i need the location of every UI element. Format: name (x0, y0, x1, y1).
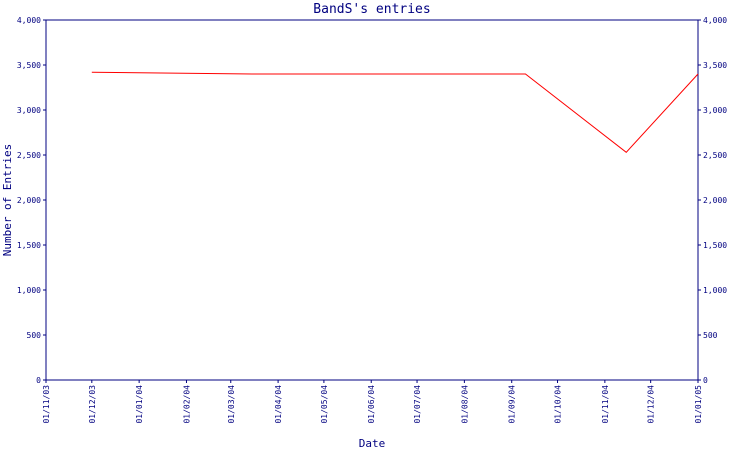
y-tick-label-left: 1,500 (17, 241, 41, 250)
y-tick-label-right: 2,500 (703, 151, 727, 160)
x-tick-label: 01/12/03 (88, 385, 97, 424)
y-tick-label-left: 0 (36, 376, 41, 385)
y-tick-label-right: 4,000 (703, 16, 727, 25)
x-tick-label: 01/07/04 (413, 385, 422, 424)
series-line (91, 71, 699, 153)
y-tick-label-left: 3,000 (17, 106, 41, 115)
y-tick-label-right: 1,500 (703, 241, 727, 250)
x-tick-label: 01/11/04 (601, 385, 610, 424)
x-tick-label: 01/01/05 (694, 385, 703, 424)
x-tick-label: 01/03/04 (227, 385, 236, 424)
y-axis-label: Number of Entries (1, 144, 14, 257)
x-tick-label: 01/12/04 (647, 385, 656, 424)
x-tick-label: 01/10/04 (554, 385, 563, 424)
y-tick-label-left: 4,000 (17, 16, 41, 25)
x-tick-label: 01/06/04 (367, 385, 376, 424)
x-tick-label: 01/02/04 (182, 385, 191, 424)
y-tick-label-left: 500 (27, 331, 42, 340)
y-tick-label-right: 3,500 (703, 61, 727, 70)
x-tick-label: 01/11/03 (42, 385, 51, 424)
x-axis-label: Date (359, 437, 386, 450)
y-tick-label-right: 1,000 (703, 286, 727, 295)
y-tick-label-right: 3,000 (703, 106, 727, 115)
x-tick-label: 01/05/04 (320, 385, 329, 424)
y-tick-label-left: 2,500 (17, 151, 41, 160)
y-tick-label-right: 2,000 (703, 196, 727, 205)
x-tick-label: 01/01/04 (135, 385, 144, 424)
x-tick-label: 01/09/04 (508, 385, 517, 424)
x-tick-label: 01/04/04 (274, 385, 283, 424)
y-tick-label-right: 0 (703, 376, 708, 385)
y-tick-label-right: 500 (703, 331, 718, 340)
chart-title: BandS's entries (313, 2, 430, 17)
y-tick-label-left: 2,000 (17, 196, 41, 205)
plot-area: 0 0 500 500 1,000 1,000 1,500 1,500 2,000 2,000 2,… (17, 16, 727, 424)
y-tick-label-left: 3,500 (17, 61, 41, 70)
y-tick-label-left: 1,000 (17, 286, 41, 295)
x-tick-label: 01/08/04 (460, 385, 469, 424)
